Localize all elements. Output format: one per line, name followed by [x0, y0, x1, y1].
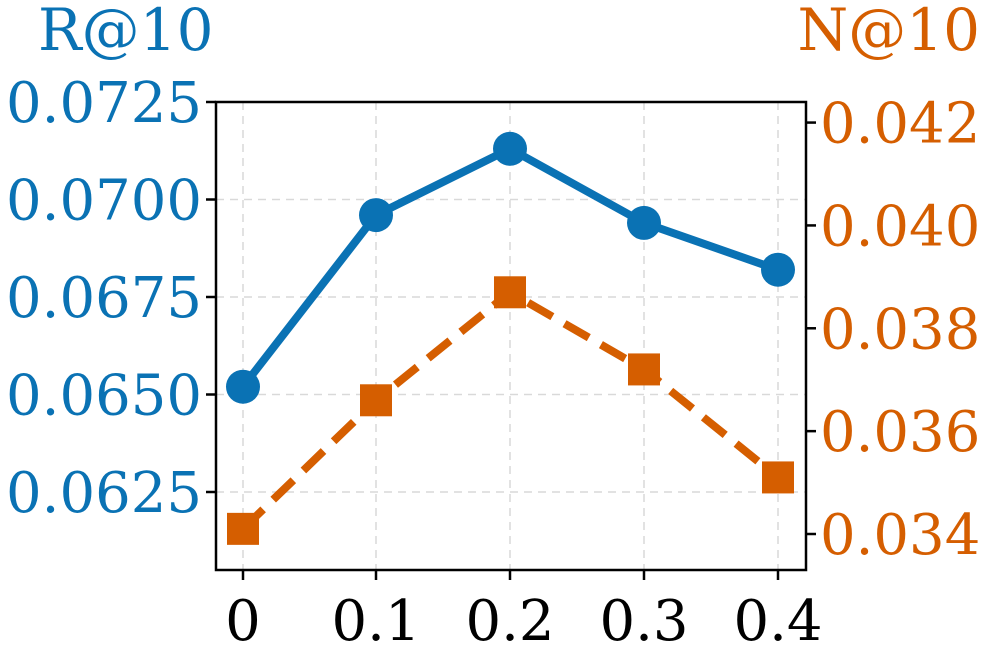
left-tick-label-4: 0.0725 [6, 71, 202, 136]
series-2-point-0 [227, 512, 259, 545]
series-1-point-0 [226, 369, 260, 404]
series-2-point-4 [762, 461, 794, 494]
left-tick-label-3: 0.0700 [6, 169, 202, 234]
right-tick-label-2: 0.038 [820, 297, 980, 362]
left-tick-label-1: 0.0650 [6, 364, 202, 429]
plot-frame [214, 100, 808, 572]
series-line-1 [239, 144, 780, 390]
x-tick-label-2: 0.2 [465, 589, 554, 654]
series-2-point-3 [628, 353, 660, 386]
x-tick-label-3: 0.3 [599, 589, 688, 654]
series-1-point-4 [761, 252, 795, 287]
right-tick-label-3: 0.040 [820, 194, 980, 259]
right-tick-label-0: 0.034 [820, 503, 980, 568]
right-tick-label-4: 0.042 [820, 92, 980, 157]
x-tick-label-0: 0 [225, 589, 261, 654]
x-tick-label-1: 0.1 [331, 589, 420, 654]
series-1-point-3 [627, 205, 661, 240]
left-axis-title: R@10 [38, 0, 214, 64]
x-tick-label-4: 0.4 [733, 589, 822, 654]
series-1-point-2 [493, 131, 527, 166]
series-2-point-2 [494, 276, 526, 309]
right-axis-title: N@10 [797, 0, 980, 64]
series-1-point-1 [359, 198, 393, 233]
series-2-point-1 [360, 384, 392, 417]
right-tick-label-1: 0.036 [820, 400, 980, 465]
left-tick-label-0: 0.0625 [6, 461, 202, 526]
left-tick-label-2: 0.0675 [6, 266, 202, 331]
